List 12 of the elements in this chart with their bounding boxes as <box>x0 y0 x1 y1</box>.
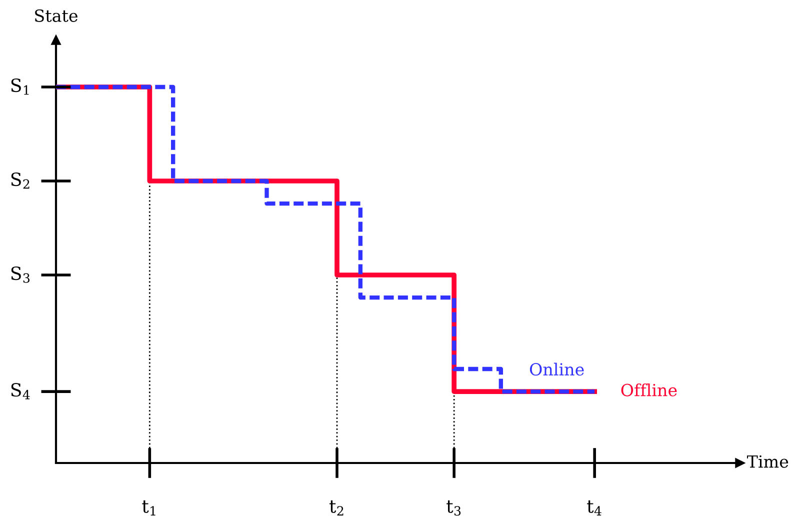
x-tick-label: t$_{3}$ <box>446 500 461 516</box>
text: S$_{1}$ <box>11 78 29 95</box>
x-tick-label: t$_{1}$ <box>142 500 156 516</box>
text: Time <box>747 455 788 468</box>
series-label: Online <box>530 362 584 376</box>
text: S$_{4}$ <box>11 383 30 400</box>
text: S$_{2}$ <box>11 172 30 189</box>
series-label: Offline <box>621 383 677 396</box>
x-tick-label: t$_{2}$ <box>329 500 344 516</box>
y-axis-title: State <box>35 9 78 22</box>
x-tick-label: t$_{4}$ <box>587 500 602 516</box>
text: S$_{3}$ <box>11 266 30 283</box>
